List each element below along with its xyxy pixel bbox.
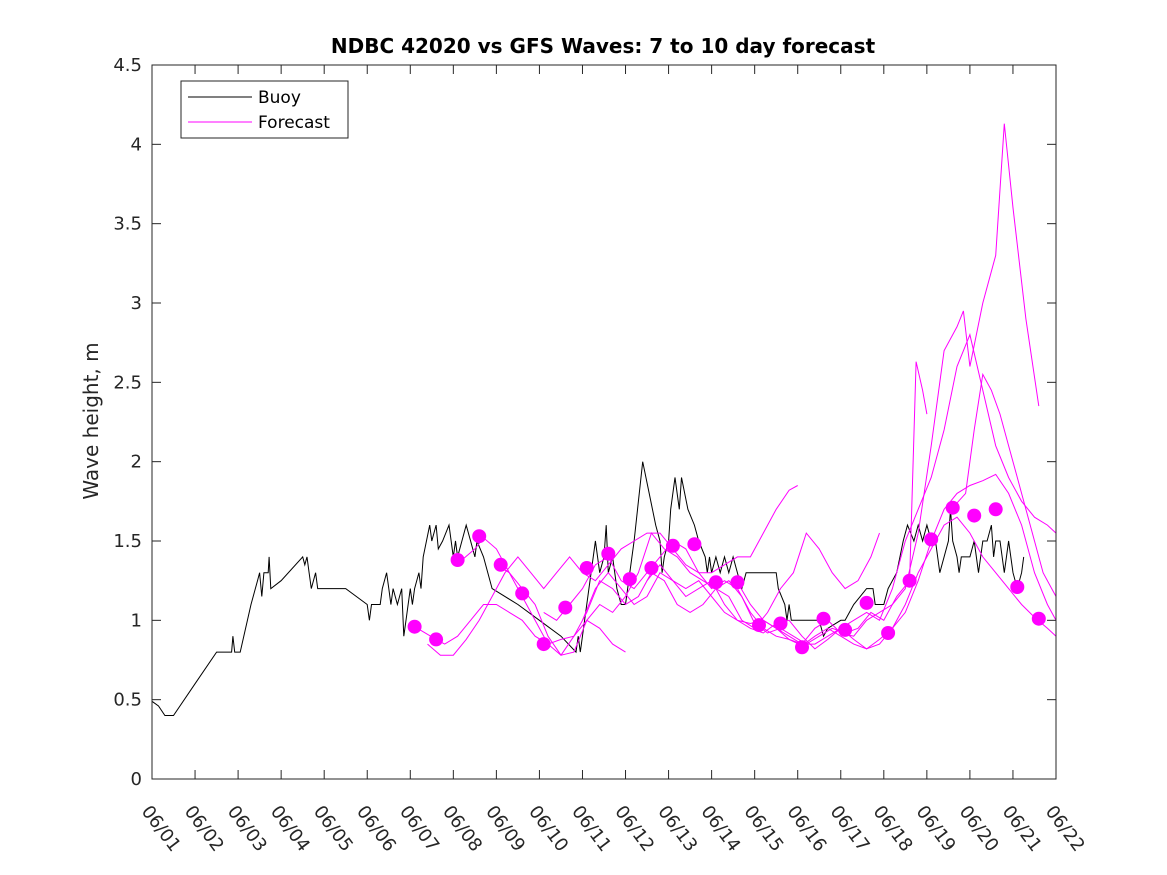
y-tick-label: 3 [131, 293, 142, 314]
forecast-series-line-3 [461, 532, 880, 656]
forecast-marker-20 [816, 611, 831, 626]
y-tick-label: 1 [131, 610, 142, 631]
x-tick-label: 06/13 [653, 802, 701, 856]
forecast-marker-17 [752, 618, 766, 633]
forecast-series-line-8 [736, 516, 1057, 650]
forecast-marker-21 [838, 622, 853, 637]
forecast-series-line-1 [414, 604, 626, 653]
forecast-marker-2 [429, 632, 444, 647]
x-tick-label: 06/18 [869, 802, 917, 856]
forecast-marker-22 [859, 595, 874, 610]
plot-frame [151, 64, 1057, 780]
x-tick-label: 06/14 [696, 802, 744, 856]
forecast-marker-23 [881, 626, 896, 640]
chart-title: NDBC 42020 vs GFS Waves: 7 to 10 day for… [331, 34, 876, 58]
forecast-marker-6 [515, 586, 530, 601]
forecast-marker-19 [795, 640, 809, 655]
forecast-series-line-7 [646, 473, 1057, 650]
forecast-marker-8 [558, 600, 573, 615]
y-tick-label: 4 [131, 134, 142, 155]
forecast-marker-4 [472, 529, 487, 544]
plot-lines [151, 123, 1057, 716]
forecast-marker-12 [644, 561, 659, 575]
forecast-marker-28 [988, 502, 1003, 517]
x-tick-label: 06/11 [567, 802, 615, 856]
x-axis: 06/0106/0206/0306/0406/0506/0606/0706/08… [137, 65, 1089, 856]
y-tick-label: 4.5 [113, 55, 142, 76]
y-tick-label: 0.5 [113, 690, 142, 711]
forecast-marker-16 [730, 575, 745, 590]
forecast-marker-26 [945, 500, 960, 515]
forecast-series-line-2 [427, 485, 798, 656]
forecast-marker-14 [687, 537, 702, 552]
y-tick-label: 0 [131, 769, 142, 790]
forecast-series-line-6 [582, 333, 1057, 650]
forecast-marker-24 [902, 573, 917, 588]
forecast-marker-10 [601, 546, 616, 561]
forecast-marker-1 [407, 619, 422, 634]
x-tick-label: 06/19 [912, 802, 960, 856]
forecast-marker-5 [493, 557, 508, 572]
forecast-marker-15 [708, 575, 723, 590]
x-tick-label: 06/12 [610, 802, 658, 856]
x-tick-label: 06/17 [826, 802, 874, 856]
x-tick-label: 06/21 [998, 802, 1046, 856]
forecast-marker-27 [967, 508, 982, 523]
forecast-series-line-5 [543, 123, 1040, 645]
x-tick-label: 06/15 [740, 802, 788, 856]
forecast-series-line-9 [952, 372, 1057, 597]
forecast-marker-11 [622, 572, 637, 587]
x-tick-label: 06/06 [352, 802, 400, 856]
forecast-marker-29 [1010, 580, 1025, 594]
x-tick-label: 06/08 [438, 802, 486, 856]
forecast-marker-25 [924, 532, 939, 547]
buoy-series-line [151, 461, 1025, 716]
x-tick-label: 06/01 [137, 802, 185, 856]
y-tick-label: 1.5 [113, 531, 142, 552]
y-axis: 0 0.5 1 1.5 2 2.5 3 3.5 4 4.5 [113, 55, 1056, 790]
y-tick-label: 2.5 [113, 372, 142, 393]
x-tick-label: 06/07 [395, 802, 443, 856]
forecast-marker-13 [665, 538, 680, 553]
x-tick-label: 06/03 [223, 802, 271, 856]
y-tick-label: 3.5 [113, 214, 142, 235]
x-tick-label: 06/16 [783, 802, 831, 856]
x-tick-label: 06/22 [1041, 802, 1089, 856]
x-tick-label: 06/20 [955, 802, 1003, 856]
y-tick-label: 2 [131, 452, 142, 473]
y-axis-label: Wave height, m [79, 342, 103, 499]
legend-forecast-label: Forecast [258, 113, 330, 133]
legend-buoy-label: Buoy [258, 88, 301, 108]
forecast-marker-9 [579, 561, 594, 575]
x-tick-label: 06/05 [309, 802, 357, 856]
legend-box [180, 80, 349, 139]
x-tick-label: 06/04 [266, 802, 314, 856]
forecast-marker-3 [450, 553, 465, 567]
x-tick-label: 06/09 [481, 802, 529, 856]
forecast-marker-18 [773, 616, 788, 631]
forecast-marker-7 [536, 637, 551, 652]
x-tick-label: 06/02 [180, 802, 228, 856]
forecast-markers [407, 500, 1046, 655]
forecast-marker-30 [1031, 611, 1046, 626]
legend: Buoy Forecast [180, 80, 349, 139]
x-tick-label: 06/10 [524, 802, 572, 856]
